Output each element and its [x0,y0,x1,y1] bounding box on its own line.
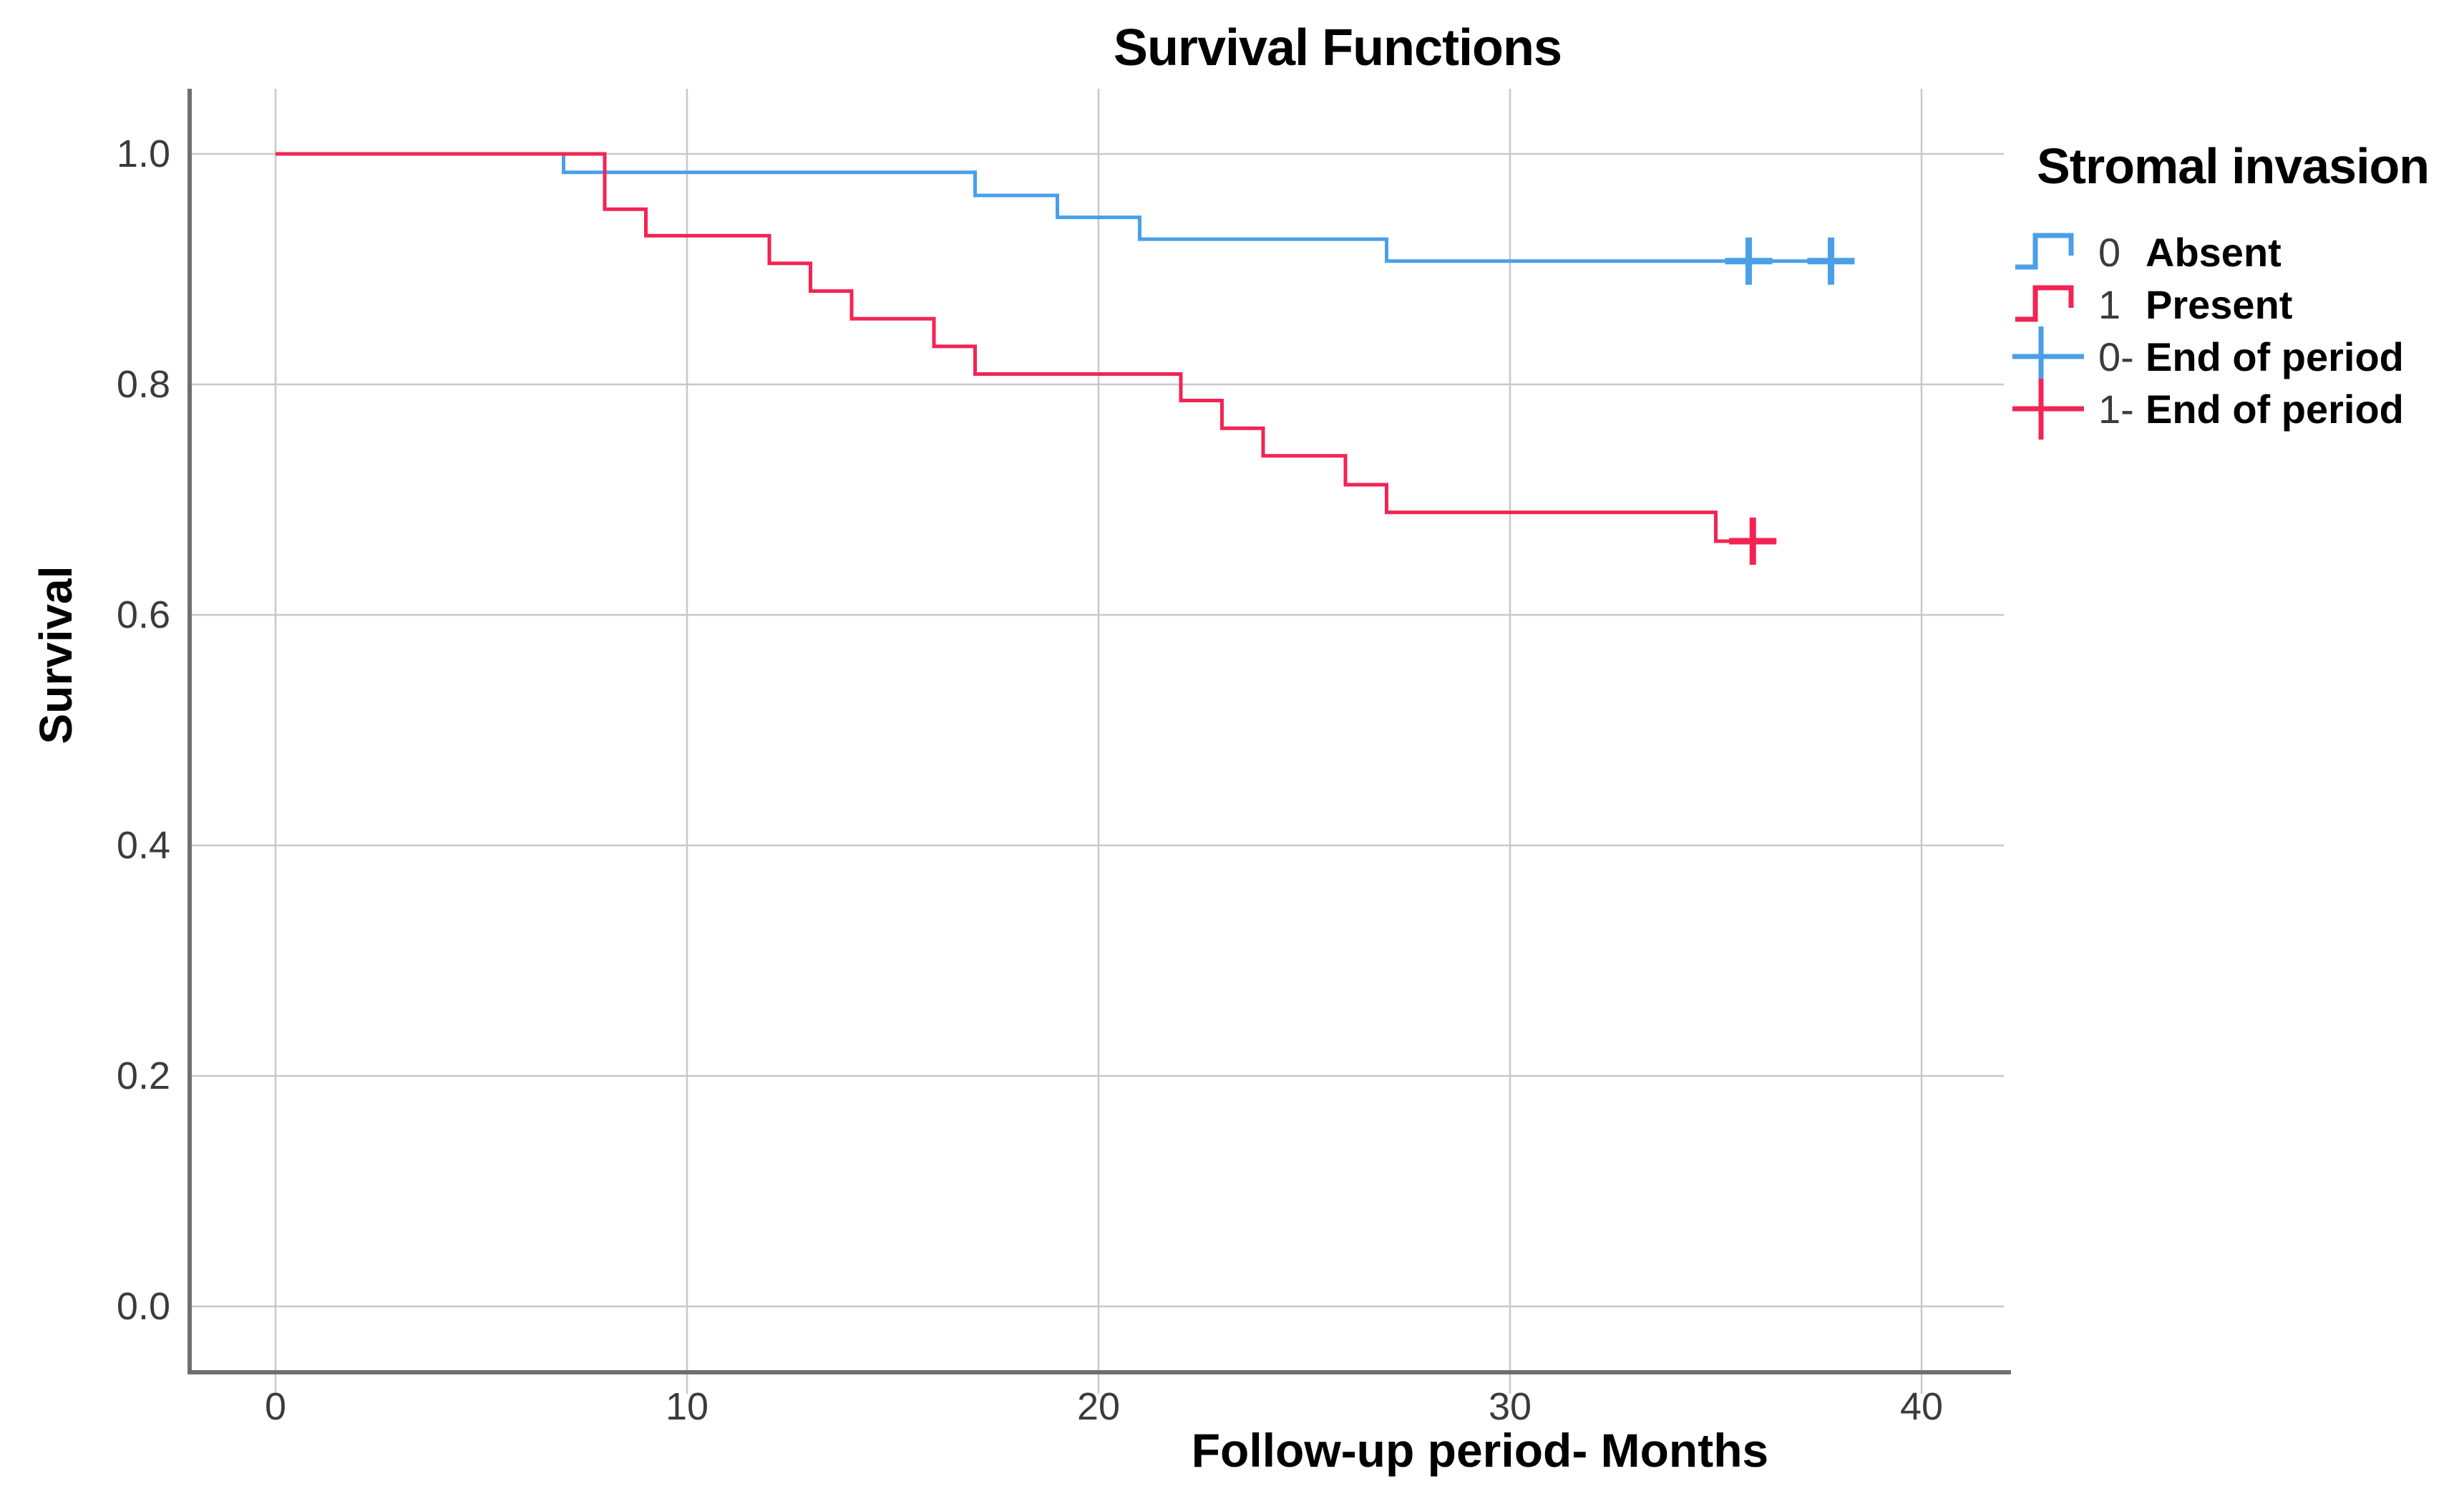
legend-entry: 1- End of period [2012,379,2463,440]
legend-entries: 0 Absent 1 Present 0- End of period 1- End of p… [2012,226,2463,440]
legend-entry-label: End of period [2146,387,2404,432]
y-tick-label: 0.8 [116,363,170,406]
legend-title: Stromal invasion [2037,138,2430,194]
x-tick-label: 40 [1899,1385,1944,1428]
gridlines [190,89,2004,1394]
y-tick-label: 1.0 [116,132,170,175]
legend-entry-code: 0 [2098,230,2121,275]
x-axis-title: Follow-up period- Months [1191,1424,1769,1477]
y-tick-label: 0.4 [116,824,170,867]
survival-curve-present [276,152,1770,543]
legend-entry-code: 1- [2098,387,2134,432]
legend-entry-code: 0- [2098,334,2134,379]
y-tick-label: 0.6 [116,593,170,636]
survival-curve-absent [276,152,1848,263]
legend-entry-label: Absent [2146,230,2282,275]
x-tick-label: 0 [264,1385,287,1428]
censor-marks-absent [1725,237,1855,285]
x-tick-label: 10 [665,1385,709,1428]
chart-title: Survival Functions [1113,19,1562,77]
censor-plus-swatch-icon [2012,326,2084,387]
censor-marks-present [1729,517,1777,565]
y-axis-title: Survival [30,566,82,744]
step-line-swatch-icon [2015,233,2074,270]
legend-entry-label: Present [2146,282,2293,327]
step-line-glyph [2015,233,2074,270]
x-tick-label: 20 [1076,1385,1121,1428]
y-tick-label: 0.2 [116,1054,170,1097]
x-tick-label: 30 [1488,1385,1532,1428]
censor-plus-swatch-icon [2012,379,2084,440]
step-line-glyph [2015,285,2074,322]
y-tick-label: 0.0 [116,1285,170,1328]
step-line-swatch-icon [2015,285,2074,322]
legend-entry-code: 1 [2098,282,2121,327]
legend-entry: 0- End of period [2012,326,2463,387]
legend-entry: 1 Present [2012,278,2463,331]
axes [188,89,2011,1374]
legend-entry: 0 Absent [2012,226,2463,278]
legend: Stromal invasion 0 Absent 1 Present 0- End of… [2012,137,2463,440]
legend-entry-label: End of period [2146,334,2404,379]
